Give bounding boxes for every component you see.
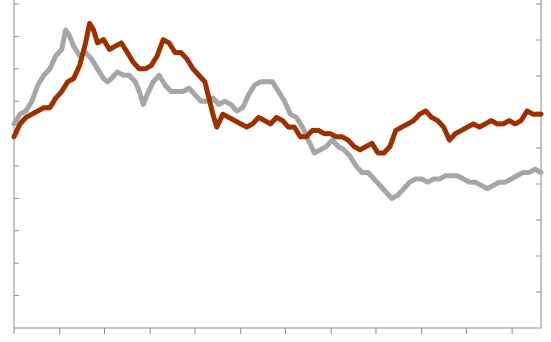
series-line-1 xyxy=(11,27,544,201)
series-line-2 xyxy=(11,20,544,156)
chart-series xyxy=(11,20,544,201)
chart-axes xyxy=(13,0,542,329)
axis-ticks xyxy=(13,3,541,334)
